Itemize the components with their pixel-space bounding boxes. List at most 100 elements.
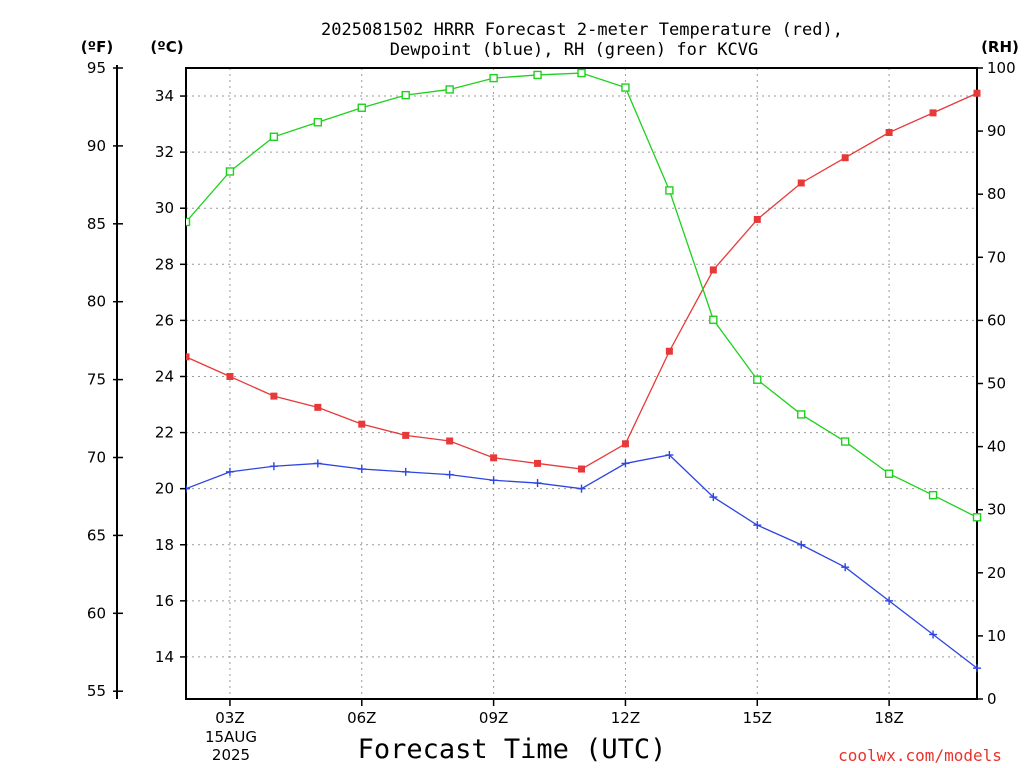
data-point-marker xyxy=(357,103,366,112)
celsius-tick-label: 14 xyxy=(155,648,174,666)
data-point-marker xyxy=(534,459,542,467)
celsius-tick-label: 22 xyxy=(155,424,174,442)
series-line xyxy=(186,92,978,470)
data-point-marker xyxy=(840,437,850,446)
fahrenheit-tick-label: 80 xyxy=(87,293,106,311)
fahrenheit-tick-label: 85 xyxy=(87,215,106,233)
rh-tick-label: 60 xyxy=(987,311,1006,329)
chart-title-line2: Dewpoint (blue), RH (green) for KCVG xyxy=(390,40,758,60)
data-point-marker xyxy=(753,215,761,223)
data-point-marker xyxy=(841,563,850,572)
data-point-marker xyxy=(186,217,191,227)
x-tick-label: 03Z xyxy=(215,709,244,727)
rh-tick-label: 20 xyxy=(987,564,1006,582)
x-tick-label: 18Z xyxy=(874,709,903,727)
data-point-marker xyxy=(841,154,849,162)
data-point-marker xyxy=(445,85,454,94)
data-point-marker xyxy=(973,89,981,97)
fahrenheit-unit-label: (ºF) xyxy=(81,38,113,56)
data-point-marker xyxy=(401,467,410,476)
data-point-marker xyxy=(709,266,717,274)
fahrenheit-tick-label: 95 xyxy=(87,59,106,77)
celsius-unit-label: (ºC) xyxy=(150,38,183,56)
data-point-marker xyxy=(577,68,586,78)
fahrenheit-tick-label: 60 xyxy=(87,604,106,622)
celsius-tick-label: 32 xyxy=(155,143,174,161)
data-point-marker xyxy=(885,596,894,605)
data-point-marker xyxy=(665,186,674,195)
credit-label: coolwx.com/models xyxy=(838,746,1002,765)
rh-tick-label: 50 xyxy=(987,375,1006,393)
series-layer xyxy=(186,68,982,673)
celsius-tick-label: 28 xyxy=(155,255,174,273)
data-point-marker xyxy=(753,375,762,384)
data-point-marker xyxy=(490,454,498,462)
data-point-marker xyxy=(269,132,279,141)
data-point-marker xyxy=(621,459,630,468)
data-point-marker xyxy=(186,484,190,493)
data-point-marker xyxy=(665,451,674,460)
data-point-marker xyxy=(884,469,894,478)
data-point-marker xyxy=(885,129,893,137)
data-point-marker xyxy=(225,167,235,176)
data-point-marker xyxy=(621,440,629,448)
rh-tick-label: 40 xyxy=(987,438,1006,456)
data-point-marker xyxy=(578,465,585,473)
data-point-marker xyxy=(313,118,323,127)
data-point-marker xyxy=(577,484,586,493)
data-point-marker xyxy=(973,664,981,673)
data-point-marker xyxy=(226,372,234,380)
data-point-marker xyxy=(709,315,718,324)
data-point-marker xyxy=(797,179,805,187)
rh-tick-label: 80 xyxy=(987,185,1006,203)
date-label-year: 2025 xyxy=(212,746,250,764)
data-point-marker xyxy=(665,347,673,355)
celsius-tick-label: 34 xyxy=(155,87,174,105)
series-rh xyxy=(186,68,982,522)
data-point-marker xyxy=(446,437,454,445)
data-point-marker xyxy=(797,540,806,549)
gridlines xyxy=(186,68,977,699)
rh-tick-label: 10 xyxy=(987,627,1006,645)
chart-title-line1: 2025081502 HRRR Forecast 2-meter Tempera… xyxy=(321,20,843,40)
rh-tick-label: 0 xyxy=(987,690,997,708)
series-temperature xyxy=(186,89,981,473)
series-line xyxy=(186,72,978,518)
rh-unit-label: (RH) xyxy=(981,38,1019,56)
x-tick-label: 12Z xyxy=(611,709,640,727)
rh-tick-label: 100 xyxy=(987,59,1016,77)
fahrenheit-tick-label: 65 xyxy=(87,526,106,544)
data-point-marker xyxy=(445,470,454,479)
rh-tick-label: 70 xyxy=(987,248,1006,266)
x-tick-label: 15Z xyxy=(743,709,772,727)
axes: 14 16 18 20 22 24 26 28 30 32 34 55 60 65 70 75 80 85 90 95… xyxy=(87,59,1016,727)
celsius-tick-label: 30 xyxy=(155,199,174,217)
fahrenheit-tick-label: 70 xyxy=(87,449,106,467)
data-point-marker xyxy=(797,410,806,419)
fahrenheit-tick-label: 90 xyxy=(87,137,106,155)
data-point-marker xyxy=(401,90,410,100)
data-point-marker xyxy=(709,493,718,502)
data-point-marker xyxy=(489,476,498,485)
x-tick-label: 06Z xyxy=(347,709,376,727)
fahrenheit-tick-label: 75 xyxy=(87,371,106,389)
celsius-tick-label: 18 xyxy=(155,536,174,554)
celsius-tick-label: 24 xyxy=(155,367,174,385)
plot-frame xyxy=(185,67,978,700)
data-point-marker xyxy=(269,462,278,471)
data-point-marker xyxy=(489,73,498,83)
celsius-tick-label: 20 xyxy=(155,480,174,498)
data-point-marker xyxy=(533,479,542,488)
data-point-marker xyxy=(313,459,322,468)
data-point-marker xyxy=(357,465,366,474)
data-point-marker xyxy=(929,630,938,639)
fahrenheit-tick-label: 55 xyxy=(87,682,106,700)
data-point-marker xyxy=(533,70,542,80)
rh-tick-label: 90 xyxy=(987,122,1006,140)
data-point-marker xyxy=(358,420,366,428)
celsius-tick-label: 26 xyxy=(155,311,174,329)
x-tick-label: 09Z xyxy=(479,709,508,727)
data-point-marker xyxy=(270,392,278,400)
data-point-marker xyxy=(314,403,322,411)
